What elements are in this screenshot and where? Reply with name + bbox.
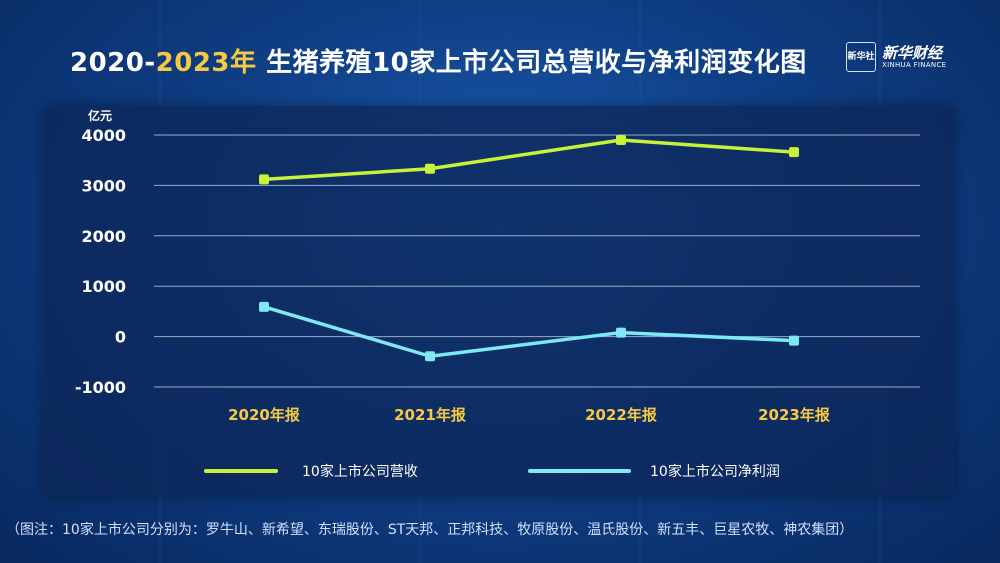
data-point: [425, 351, 435, 362]
xinhua-badge-icon: 新华社: [846, 42, 876, 72]
legend-label-2: 10家上市公司净利润: [650, 463, 780, 480]
x-tick-label: 2021年报: [394, 406, 466, 424]
y-tick-label: 0: [115, 328, 126, 347]
line-chart: 亿元 4000 3000 2000 1000 0 -1000 2020年报 2021年报 2022…: [75, 108, 920, 480]
logo-name: 新华财经: [882, 43, 943, 62]
data-point: [425, 163, 435, 174]
title-text: 生猪养殖10家上市公司总营收与净利润变化图: [256, 48, 807, 78]
data-point: [616, 135, 626, 146]
xinhua-finance-logo: 新华社 新华财经 XINHUA FINANCE: [846, 40, 966, 74]
y-tick-label: 4000: [81, 126, 126, 145]
legend-label-1: 10家上市公司营收: [302, 463, 418, 480]
y-tick-label: -1000: [75, 378, 126, 397]
chart-panel: [44, 106, 954, 496]
y-unit-label: 亿元: [88, 108, 112, 123]
series-line-2: [263, 305, 795, 359]
y-tick-label: 1000: [81, 277, 126, 296]
logo-en: XINHUA FINANCE: [882, 60, 947, 69]
title-years-end: 2023年: [155, 48, 257, 78]
page-title: 2020-2023年 生猪养殖10家上市公司总营收与净利润变化图: [70, 42, 807, 78]
x-tick-label: 2022年报: [585, 406, 657, 424]
footnote: （图注：10家上市公司分别为：罗牛山、新希望、东瑞股份、ST天邦、正邦科技、牧原…: [6, 522, 854, 538]
y-tick-label: 3000: [81, 176, 126, 195]
data-point: [789, 147, 799, 158]
y-tick-label: 2000: [81, 227, 126, 246]
data-point: [789, 335, 799, 346]
data-point: [259, 174, 269, 185]
series-line-1: [263, 138, 795, 182]
x-tick-label: 2023年报: [758, 406, 830, 424]
title-years-start: 2020-: [70, 48, 156, 78]
data-point: [616, 327, 626, 338]
data-point: [259, 301, 269, 312]
x-tick-label: 2020年报: [228, 406, 300, 424]
